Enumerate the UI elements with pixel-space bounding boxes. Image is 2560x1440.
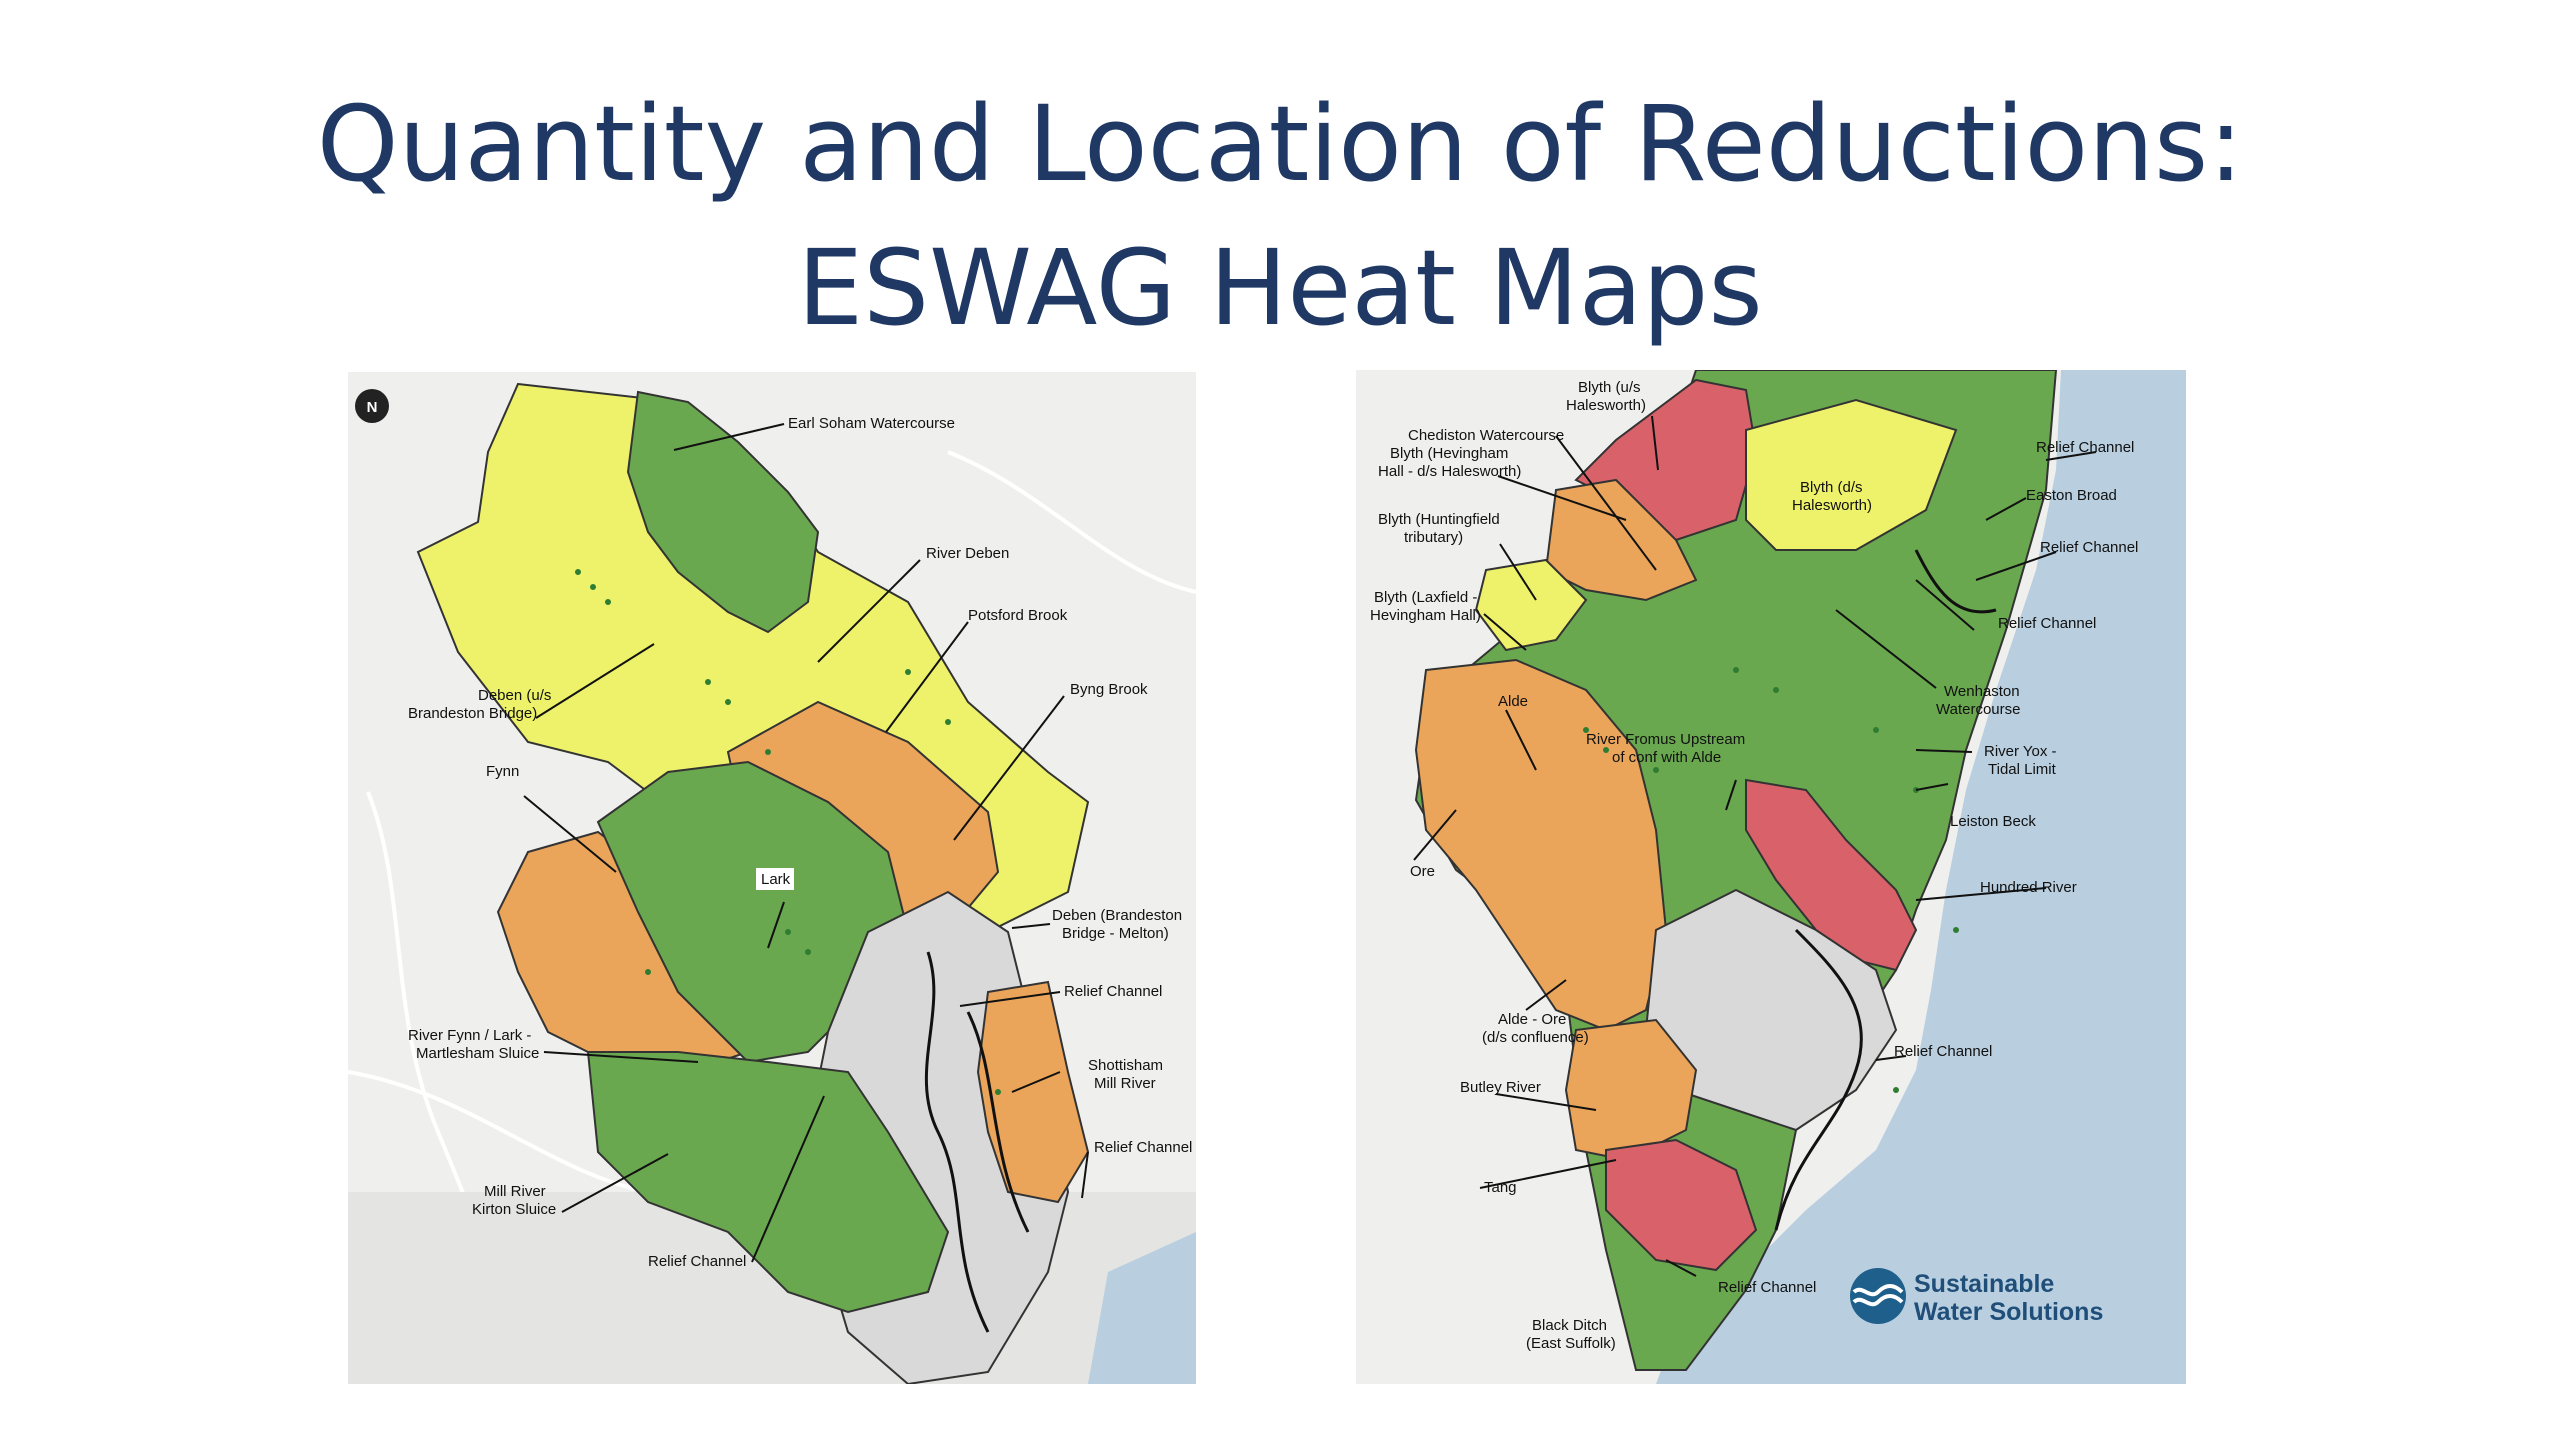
label-mill-river-line2: Kirton Sluice xyxy=(472,1201,556,1218)
label-lark: Lark xyxy=(761,871,791,888)
label-mill-river-line1: Mill River xyxy=(484,1183,546,1200)
label-pointers xyxy=(1413,415,2097,1277)
label-deben-melton-line1: Deben (Brandeston xyxy=(1052,907,1182,924)
right-heat-map: Blyth (u/s Halesworth) Chediston Waterco… xyxy=(1356,370,2186,1384)
label-blyth-ds-line2: Halesworth) xyxy=(1792,497,1872,514)
label-huntingfield-line1: Blyth (Huntingfield xyxy=(1378,511,1500,528)
left-heat-map: N Earl Soham Watercourse River Deben Pot… xyxy=(348,372,1196,1384)
label-blyth-us-line1: Blyth (u/s xyxy=(1578,379,1641,396)
north-arrow-label: N xyxy=(367,399,378,416)
label-relief-channel-2: Relief Channel xyxy=(2040,539,2138,556)
label-shottisham-line2: Mill River xyxy=(1094,1075,1156,1092)
north-arrow-icon xyxy=(355,389,389,423)
label-easton-broad: Easton Broad xyxy=(2026,487,2117,504)
label-yox-line1: River Yox - xyxy=(1984,743,2057,760)
catchment-blyth-ds-halesworth xyxy=(1745,398,1958,551)
catchment-alde xyxy=(1414,658,1668,1032)
sustainable-water-solutions-logo: Sustainable Water Solutions xyxy=(1848,1264,2148,1334)
label-relief-channel-3: Relief Channel xyxy=(648,1253,746,1270)
label-fromus-line1: River Fromus Upstream xyxy=(1586,731,1745,748)
label-yox-line2: Tidal Limit xyxy=(1988,761,2057,778)
label-blyth-hev-line1: Blyth (Hevingham xyxy=(1390,445,1508,462)
label-fynn-lark-line2: Martlesham Sluice xyxy=(416,1045,539,1062)
label-deben-us-line1: Deben (u/s xyxy=(478,687,551,704)
label-byng-brook: Byng Brook xyxy=(1070,681,1148,698)
label-wenhaston-line1: Wenhaston xyxy=(1944,683,2020,700)
catchment-mill-river-kirton xyxy=(586,1051,950,1314)
label-blyth-ds-line1: Blyth (d/s xyxy=(1800,479,1863,496)
heat-dots xyxy=(575,569,1001,1095)
label-fynn: Fynn xyxy=(486,763,519,780)
logo-text-line1: Sustainable xyxy=(1914,1270,2055,1298)
estuary-sea xyxy=(1088,1232,1196,1384)
catchment-shottisham xyxy=(976,980,1090,1204)
logo-text-line2: Water Solutions xyxy=(1914,1298,2104,1326)
label-leiston-beck: Leiston Beck xyxy=(1950,813,2036,830)
water-wave-logo-icon xyxy=(1850,1268,1906,1324)
catchment-huntingfield xyxy=(1474,558,1588,652)
catchment-tang xyxy=(1605,1138,1758,1272)
label-relief-channel-1: Relief Channel xyxy=(2036,439,2134,456)
label-alde-ore-line2: (d/s confluence) xyxy=(1482,1029,1589,1046)
label-laxfield-line2: Hevingham Hall) xyxy=(1370,607,1481,624)
label-fromus-line2: of conf with Alde xyxy=(1612,749,1721,766)
label-deben-melton-line2: Bridge - Melton) xyxy=(1062,925,1169,942)
label-black-ditch-line1: Black Ditch xyxy=(1532,1317,1607,1334)
label-relief-channel-5: Relief Channel xyxy=(1718,1279,1816,1296)
estuary-rivers xyxy=(1774,549,1997,1231)
sea xyxy=(1656,370,2186,1384)
label-relief-channel-2: Relief Channel xyxy=(1094,1139,1192,1156)
label-river-deben: River Deben xyxy=(926,545,1009,562)
label-blyth-hev-line2: Hall - d/s Halesworth) xyxy=(1378,463,1521,480)
label-lark-box xyxy=(756,868,794,890)
slide-title-line-2: ESWAG Heat Maps xyxy=(797,227,1763,349)
label-deben-us-line2: Brandeston Bridge) xyxy=(408,705,537,722)
label-fynn-lark-line1: River Fynn / Lark - xyxy=(408,1027,531,1044)
slide-title-line-1: Quantity and Location of Reductions: xyxy=(316,83,2244,205)
label-black-ditch-line2: (East Suffolk) xyxy=(1526,1335,1616,1352)
catchment-hundred-river xyxy=(1745,778,1918,972)
label-laxfield-line1: Blyth (Laxfield - xyxy=(1374,589,1477,606)
label-tang: Tang xyxy=(1484,1179,1517,1196)
label-butley-river: Butley River xyxy=(1460,1079,1541,1096)
label-relief-channel-3: Relief Channel xyxy=(1998,615,2096,632)
estuary-rivers xyxy=(924,951,1030,1333)
label-hundred-river: Hundred River xyxy=(1980,879,2077,896)
label-earl-soham-watercourse: Earl Soham Watercourse xyxy=(788,415,955,432)
label-blyth-us-line2: Halesworth) xyxy=(1566,397,1646,414)
label-pointers xyxy=(523,423,1089,1263)
label-potsford-brook: Potsford Brook xyxy=(968,607,1068,624)
label-wenhaston-line2: Watercourse xyxy=(1936,701,2020,718)
label-relief-channel-1: Relief Channel xyxy=(1064,983,1162,1000)
label-huntingfield-line2: tributary) xyxy=(1404,529,1463,546)
label-chediston: Chediston Watercourse xyxy=(1408,427,1564,444)
catchment-earl-soham xyxy=(626,390,820,634)
label-relief-channel-4: Relief Channel xyxy=(1894,1043,1992,1060)
label-ore: Ore xyxy=(1410,863,1435,880)
label-alde-ore-line1: Alde - Ore xyxy=(1498,1011,1566,1028)
catchment-blyth-main xyxy=(1414,370,2058,1371)
label-shottisham-line1: Shottisham xyxy=(1088,1057,1163,1074)
label-alde: Alde xyxy=(1498,693,1528,710)
